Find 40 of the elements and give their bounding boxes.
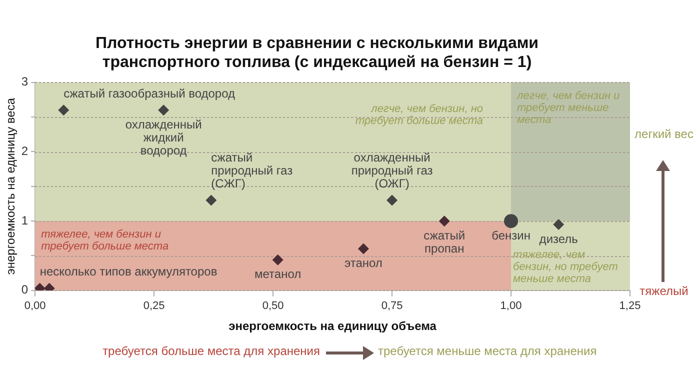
x-tick-label: 0,75 [381, 300, 403, 312]
text: требуется меньше места для хранения [378, 344, 597, 358]
point [58, 104, 70, 116]
series-label: охлажденный жидкий водород [125, 117, 202, 158]
x-axis-title: энергоемкость на единицу объема [228, 319, 437, 334]
band-label: легче, чем бензин и требует меньше места [516, 90, 620, 126]
y-tick-label: 0 [21, 282, 28, 297]
point [206, 194, 217, 206]
text: легкий вес [634, 127, 694, 141]
y-tick-label: 1 [21, 213, 28, 228]
annotation: тяжелее, чем бензин, но требует меньше места [513, 249, 619, 285]
series-label: сжатый газообразный водород [64, 86, 236, 100]
point [358, 243, 369, 254]
series-label: метанол [254, 267, 302, 282]
series-label: бензин [492, 228, 530, 242]
x-tick-label: 1,25 [619, 300, 641, 312]
annotation: легче, чем бензин, но требует больше места [355, 103, 483, 127]
series-label: дизель [539, 232, 578, 246]
series-label: сжатый природный газ (СЖГ) [211, 150, 294, 191]
x-tick-label: 0,50 [262, 300, 284, 312]
y-axis-title: энергоемкость на единицу веса [4, 98, 18, 275]
point [272, 254, 284, 266]
x-tick-label: 0,25 [143, 300, 165, 312]
y-tick-label: 3 [21, 74, 28, 89]
text: тяжелый [638, 284, 690, 298]
text: охлажденный природный газ (ОЖГ) [351, 150, 434, 191]
y-tick-label: 2 [21, 144, 28, 158]
point [504, 214, 518, 228]
series-label: этанол [344, 256, 382, 270]
point [158, 104, 170, 116]
series-label: сжатый пропан [424, 228, 466, 256]
point [386, 194, 398, 206]
text: требуется больше места для хранения [102, 344, 320, 358]
chart-title: Плотность энергии в сравнении с несколькими видами транспортного топлива (с индексацией на бензин = 1) [95, 35, 539, 72]
series-label: несколько типов аккумуляторов [40, 264, 218, 279]
x-tick-label: 1,00 [500, 300, 522, 312]
point [553, 219, 564, 230]
point [438, 216, 450, 227]
band-label: тяжелее, чем бензин и требует больше места [41, 228, 169, 253]
x-tick-label: 0,00 [24, 300, 46, 312]
